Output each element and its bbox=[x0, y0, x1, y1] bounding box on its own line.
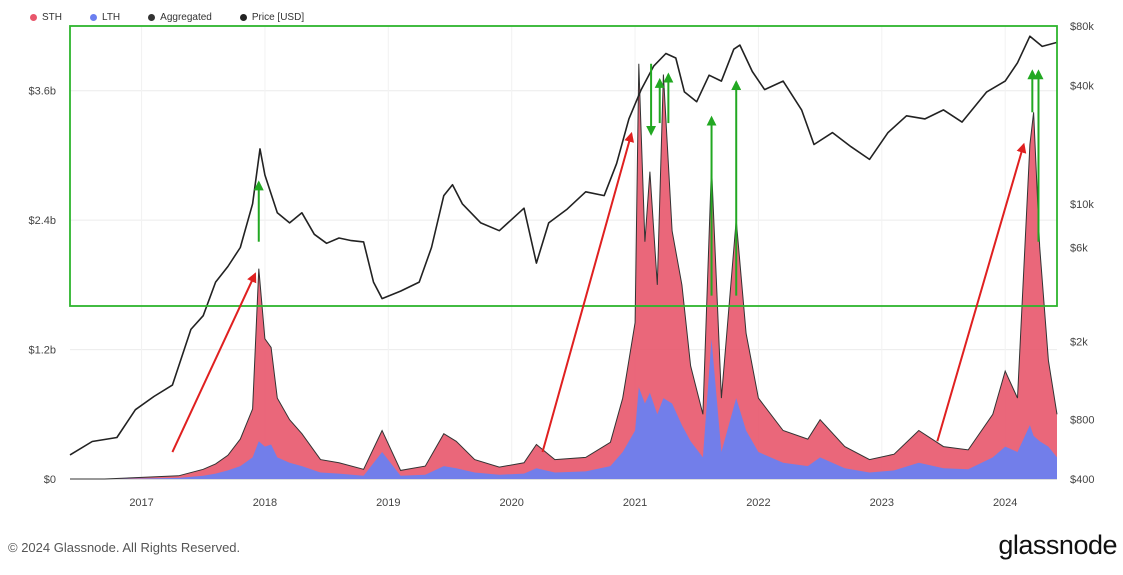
legend-dot-price bbox=[239, 14, 247, 21]
legend-item-lth[interactable]: LTH bbox=[90, 12, 120, 23]
x-tick-label-5: 2022 bbox=[746, 497, 770, 509]
y-right-tick-label-2: $2k bbox=[1070, 336, 1088, 348]
x-tick-label-4: 2021 bbox=[623, 497, 647, 509]
y-right-tick-label-0: $400 bbox=[1070, 474, 1094, 486]
y-left-tick-label-2: $2.4b bbox=[28, 215, 56, 227]
annotation-arrow-red-0 bbox=[171, 272, 257, 453]
legend-dot-aggregated bbox=[148, 14, 156, 21]
x-tick-label-6: 2023 bbox=[870, 497, 894, 509]
legend-item-aggregated[interactable]: Aggregated bbox=[148, 12, 212, 23]
highlight-box bbox=[69, 25, 1058, 307]
glassnode-logo[interactable]: glassnode bbox=[998, 530, 1117, 560]
annotation-arrow-red-1 bbox=[541, 131, 635, 453]
legend-dot-lth bbox=[90, 14, 97, 21]
y-right-tick-label-5: $40k bbox=[1070, 80, 1094, 92]
series-line-price bbox=[69, 35, 1058, 456]
legend-label-aggregated: Aggregated bbox=[160, 12, 212, 23]
x-tick-label-1: 2018 bbox=[253, 497, 277, 509]
chart-legend: STH LTH Aggregated Price [USD] bbox=[30, 12, 332, 23]
y-right-tick-label-1: $800 bbox=[1070, 415, 1094, 427]
y-right-tick-label-4: $10k bbox=[1070, 199, 1094, 211]
y-right-tick-label-3: $6k bbox=[1070, 242, 1088, 254]
series-line-aggregated bbox=[70, 63, 1058, 480]
y-left-tick-label-0: $0 bbox=[44, 474, 56, 486]
x-tick-label-2: 2019 bbox=[376, 497, 400, 509]
legend-label-sth: STH bbox=[42, 12, 62, 23]
legend-dot-sth bbox=[30, 14, 37, 21]
legend-item-sth[interactable]: STH bbox=[30, 12, 62, 23]
x-tick-label-7: 2024 bbox=[993, 497, 1017, 509]
y-left-tick-label-3: $3.6b bbox=[28, 86, 56, 98]
y-right-tick-label-6: $80k bbox=[1070, 21, 1094, 33]
copyright-text: © 2024 Glassnode. All Rights Reserved. bbox=[8, 540, 241, 555]
series-area-sth bbox=[70, 63, 1057, 480]
x-tick-label-0: 2017 bbox=[129, 497, 153, 509]
y-left-tick-label-1: $1.2b bbox=[28, 345, 56, 357]
legend-label-price: Price [USD] bbox=[251, 12, 305, 23]
legend-label-lth: LTH bbox=[102, 12, 121, 23]
annotation-arrow-red-2 bbox=[936, 142, 1027, 442]
legend-item-price[interactable]: Price [USD] bbox=[239, 12, 305, 23]
x-tick-label-3: 2020 bbox=[499, 497, 523, 509]
